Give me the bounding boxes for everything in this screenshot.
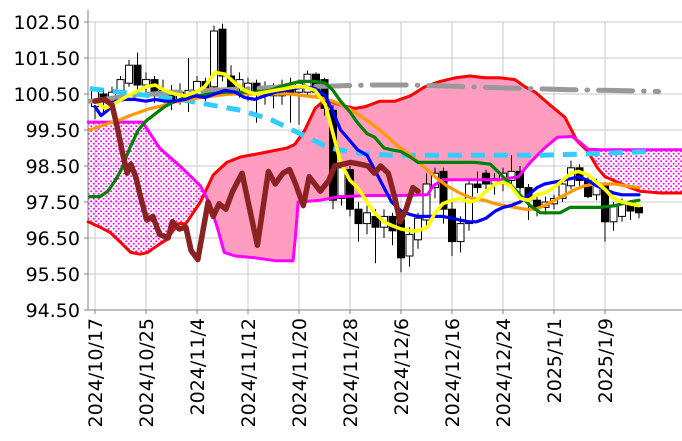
x-axis-label: 2024/11/12 [238, 318, 260, 428]
y-axis-label: 100.50 [14, 84, 80, 106]
magenta-span-line [86, 120, 682, 263]
candle-down [397, 219, 405, 259]
cloud-region-solid [205, 76, 577, 261]
y-axis-label: 94.50 [26, 300, 80, 322]
gray-dashdot-line [87, 82, 661, 104]
cloud-region-dotted [88, 122, 206, 255]
y-axis-label: 95.50 [26, 264, 80, 286]
candle-down [346, 169, 354, 210]
candle-down [218, 28, 227, 77]
candle-down [635, 206, 643, 214]
axes [84, 10, 682, 314]
x-axis-label: 2024/12/6 [391, 318, 413, 415]
candle-down [354, 208, 363, 225]
candle-down [448, 208, 456, 243]
y-axis-label: 101.50 [14, 48, 80, 70]
candle-up [558, 183, 567, 199]
y-axis-label: 98.50 [26, 156, 80, 178]
x-axis-label: 2024/11/20 [289, 318, 311, 428]
cloud-fills [88, 76, 682, 261]
x-axis-label: 2024/11/4 [187, 318, 209, 415]
x-axis-labels: 2024/10/17 2024/10/25 2024/11/4 2024/11/12 2… [85, 318, 617, 428]
green-line [88, 79, 641, 215]
y-axis-label: 96.50 [26, 228, 80, 250]
candle-down [133, 64, 142, 86]
candle-up [609, 205, 618, 223]
candle-up [405, 233, 414, 257]
yellow-line [93, 70, 641, 233]
y-axis-label: 99.50 [26, 120, 80, 142]
candle-up [142, 79, 150, 86]
x-axis-label: 2024/10/17 [85, 318, 107, 428]
x-axis-label: 2025/1/9 [595, 318, 617, 403]
x-axis-label: 2024/12/16 [442, 318, 464, 428]
candle-up [456, 223, 465, 243]
candle-down [473, 183, 482, 189]
candle-up [303, 73, 312, 93]
candle-down [516, 170, 524, 189]
y-axis-label: 102.50 [14, 12, 80, 34]
candle-up [125, 64, 133, 84]
x-axis-label: 2024/10/25 [136, 318, 158, 428]
y-axis-labels: 102.50 101.50 100.50 99.50 98.50 97.50 96.50 95… [14, 12, 80, 322]
candle-down [439, 170, 448, 210]
x-axis-label: 2024/11/28 [340, 318, 362, 428]
candle-up [363, 212, 371, 225]
candle-down [371, 215, 380, 228]
cloud-region-dotted [576, 139, 682, 193]
candle-up [210, 30, 218, 88]
darkred-lagging-line [92, 96, 421, 263]
x-axis-label: 2024/12/24 [493, 318, 515, 428]
candle-up [422, 183, 431, 221]
x-axis-label: 2025/1/1 [544, 318, 566, 403]
y-axis-label: 97.50 [26, 192, 80, 214]
